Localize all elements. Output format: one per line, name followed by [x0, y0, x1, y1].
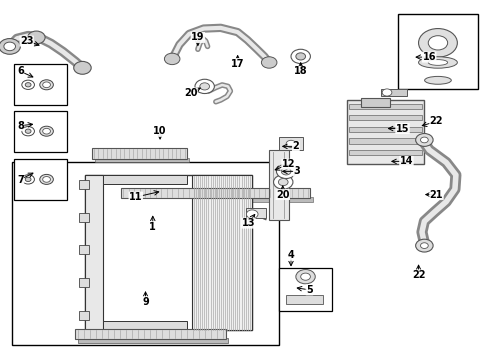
Circle shape: [43, 129, 50, 134]
Bar: [269, 150, 288, 220]
Ellipse shape: [427, 60, 447, 65]
Circle shape: [415, 239, 432, 252]
Circle shape: [22, 127, 34, 136]
Bar: [79, 311, 89, 320]
Circle shape: [22, 80, 34, 90]
Text: 22: 22: [411, 270, 424, 280]
Bar: [85, 175, 252, 330]
Text: 2: 2: [292, 141, 299, 151]
Circle shape: [74, 61, 91, 74]
Ellipse shape: [418, 57, 456, 68]
Bar: [14, 64, 67, 105]
Circle shape: [381, 89, 391, 96]
Bar: [348, 104, 421, 109]
Bar: [79, 278, 89, 287]
Text: 1: 1: [149, 222, 156, 232]
Circle shape: [28, 31, 45, 44]
Bar: [348, 150, 421, 155]
Circle shape: [40, 80, 53, 90]
Circle shape: [246, 210, 257, 218]
Text: 13: 13: [241, 218, 255, 228]
Text: 22: 22: [429, 116, 442, 126]
Circle shape: [427, 36, 447, 50]
Bar: [79, 246, 89, 254]
Text: 19: 19: [191, 32, 204, 42]
Bar: [103, 321, 186, 330]
Bar: [12, 162, 278, 345]
Circle shape: [418, 29, 456, 57]
Bar: [121, 188, 310, 198]
Text: 18: 18: [293, 66, 307, 76]
Bar: [79, 213, 89, 222]
Circle shape: [276, 164, 295, 178]
Circle shape: [286, 140, 295, 147]
Bar: [79, 180, 89, 189]
Circle shape: [25, 129, 31, 134]
Circle shape: [415, 134, 432, 146]
Circle shape: [261, 57, 276, 68]
Circle shape: [420, 243, 427, 248]
Bar: [278, 137, 302, 150]
Bar: [397, 14, 477, 89]
Text: 15: 15: [395, 124, 408, 134]
Bar: [14, 111, 67, 152]
Text: 5: 5: [305, 285, 312, 295]
Text: 21: 21: [429, 190, 442, 200]
Circle shape: [40, 174, 53, 184]
Bar: [361, 98, 390, 107]
Text: 11: 11: [129, 192, 142, 202]
Bar: [85, 175, 103, 330]
Bar: [348, 115, 421, 121]
Bar: [278, 268, 332, 311]
Bar: [380, 89, 407, 96]
Text: 12: 12: [281, 159, 295, 169]
Text: 16: 16: [422, 52, 435, 62]
Text: 3: 3: [293, 166, 300, 176]
Circle shape: [195, 79, 214, 94]
Circle shape: [273, 175, 292, 189]
Circle shape: [0, 39, 20, 54]
Text: 9: 9: [142, 297, 149, 307]
Bar: [103, 175, 186, 184]
Text: 10: 10: [153, 126, 166, 136]
Circle shape: [4, 42, 15, 51]
Circle shape: [25, 177, 31, 181]
Text: 7: 7: [17, 175, 24, 185]
Text: 17: 17: [230, 59, 244, 69]
Circle shape: [278, 178, 287, 186]
Bar: [94, 158, 189, 162]
Bar: [346, 100, 424, 164]
Circle shape: [295, 53, 305, 60]
Circle shape: [300, 273, 310, 280]
Bar: [14, 159, 67, 200]
Bar: [286, 295, 322, 304]
Bar: [246, 208, 265, 218]
Circle shape: [295, 270, 315, 284]
Text: 14: 14: [399, 156, 412, 166]
Bar: [77, 338, 227, 343]
Bar: [191, 175, 252, 330]
Bar: [123, 197, 312, 202]
Circle shape: [420, 137, 427, 143]
Circle shape: [164, 53, 180, 65]
Text: 20: 20: [275, 190, 289, 200]
Bar: [75, 329, 225, 339]
Circle shape: [25, 83, 31, 87]
Bar: [92, 148, 186, 159]
Circle shape: [43, 82, 50, 88]
Bar: [348, 127, 421, 132]
Circle shape: [43, 176, 50, 182]
Text: 20: 20: [183, 88, 197, 98]
Text: 4: 4: [287, 250, 294, 260]
Ellipse shape: [424, 76, 450, 84]
Text: 6: 6: [17, 66, 24, 76]
Bar: [348, 138, 421, 144]
Circle shape: [290, 49, 310, 64]
Circle shape: [281, 168, 290, 175]
Circle shape: [22, 175, 34, 184]
Text: 23: 23: [20, 36, 33, 46]
Circle shape: [40, 126, 53, 136]
Text: 8: 8: [17, 121, 24, 131]
Circle shape: [199, 83, 209, 90]
